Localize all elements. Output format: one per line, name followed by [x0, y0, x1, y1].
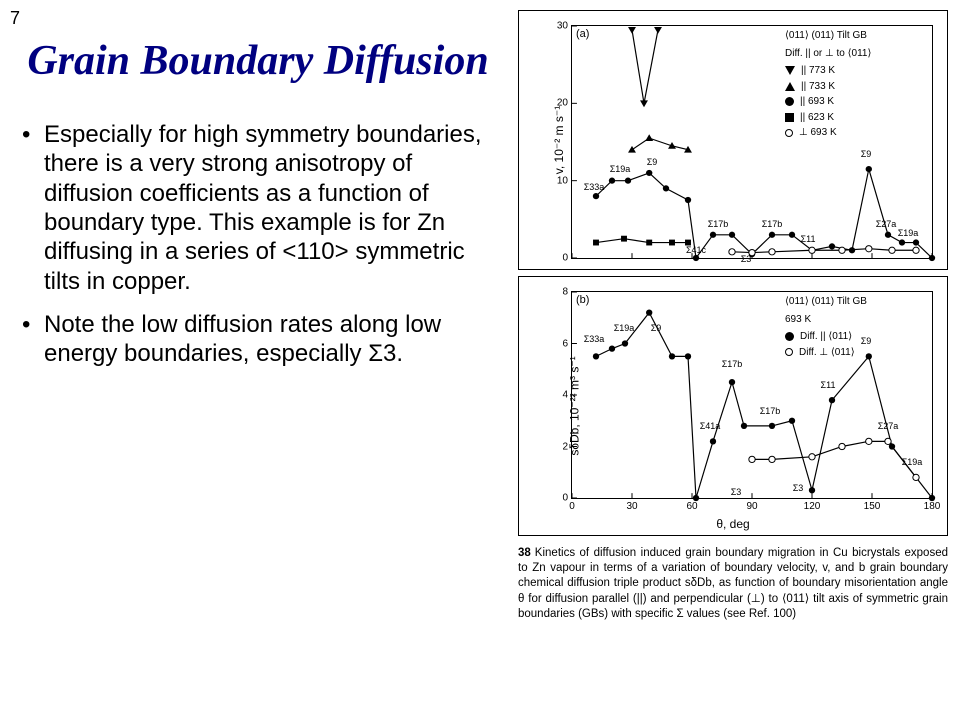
- bullet-list: Especially for high symmetry boundaries,…: [18, 120, 498, 368]
- legend-label: || 623 K: [800, 111, 834, 125]
- chart-legend-b: ⟨011⟩ (011) Tilt GB 693 K Diff. || ⟨011⟩…: [785, 295, 925, 361]
- left-column: Grain Boundary Diffusion Especially for …: [18, 38, 498, 382]
- legend-row: || 733 K: [785, 80, 925, 94]
- circle-filled-icon: [785, 97, 794, 106]
- legend-title: ⟨011⟩ (011) Tilt GB: [785, 29, 925, 43]
- legend-label: Diff. ⊥ ⟨011⟩: [799, 346, 855, 360]
- legend-row: Diff. || ⟨011⟩: [785, 330, 925, 344]
- legend-subtitle: 693 K: [785, 313, 925, 327]
- legend-label: || 693 K: [800, 95, 834, 109]
- figure-column: v, 10⁻² m s⁻¹ (a) 0102030Σ33aΣ19aΣ9Σ41cΣ…: [518, 10, 948, 622]
- page-number: 7: [10, 8, 20, 29]
- circle-open-icon: [785, 129, 793, 137]
- caption-text: Kinetics of diffusion induced grain boun…: [518, 547, 948, 620]
- chart-legend-a: ⟨011⟩ (011) Tilt GB Diff. || or ⊥ to ⟨01…: [785, 29, 925, 142]
- slide-title: Grain Boundary Diffusion: [18, 38, 498, 84]
- y-axis-label: v, 10⁻² m s⁻¹: [552, 106, 566, 174]
- legend-label: ⊥ 693 K: [799, 126, 837, 140]
- legend-row: || 693 K: [785, 95, 925, 109]
- bullet-item: Especially for high symmetry boundaries,…: [18, 120, 498, 296]
- x-axis-label: θ, deg: [716, 517, 749, 531]
- triangle-down-icon: [785, 66, 795, 75]
- legend-row: || 623 K: [785, 111, 925, 125]
- circle-filled-icon: [785, 332, 794, 341]
- legend-row: Diff. ⊥ ⟨011⟩: [785, 346, 925, 360]
- bullet-item: Note the low diffusion rates along low e…: [18, 310, 498, 369]
- legend-subtitle: Diff. || or ⊥ to ⟨011⟩: [785, 47, 925, 61]
- circle-open-icon: [785, 348, 793, 356]
- figure-number: 38: [518, 547, 531, 559]
- triangle-up-icon: [785, 82, 795, 91]
- legend-label: || 733 K: [801, 80, 835, 94]
- chart-panel-b: sδDb, 10⁻²² m³ s⁻¹ θ, deg (b) 0246803060…: [518, 276, 948, 536]
- legend-label: Diff. || ⟨011⟩: [800, 330, 852, 344]
- legend-label: || 773 K: [801, 64, 835, 78]
- chart-panel-a: v, 10⁻² m s⁻¹ (a) 0102030Σ33aΣ19aΣ9Σ41cΣ…: [518, 10, 948, 270]
- legend-row: ⊥ 693 K: [785, 126, 925, 140]
- figure-caption: 38Kinetics of diffusion induced grain bo…: [518, 546, 948, 622]
- legend-title: ⟨011⟩ (011) Tilt GB: [785, 295, 925, 309]
- square-filled-icon: [785, 113, 794, 122]
- legend-row: || 773 K: [785, 64, 925, 78]
